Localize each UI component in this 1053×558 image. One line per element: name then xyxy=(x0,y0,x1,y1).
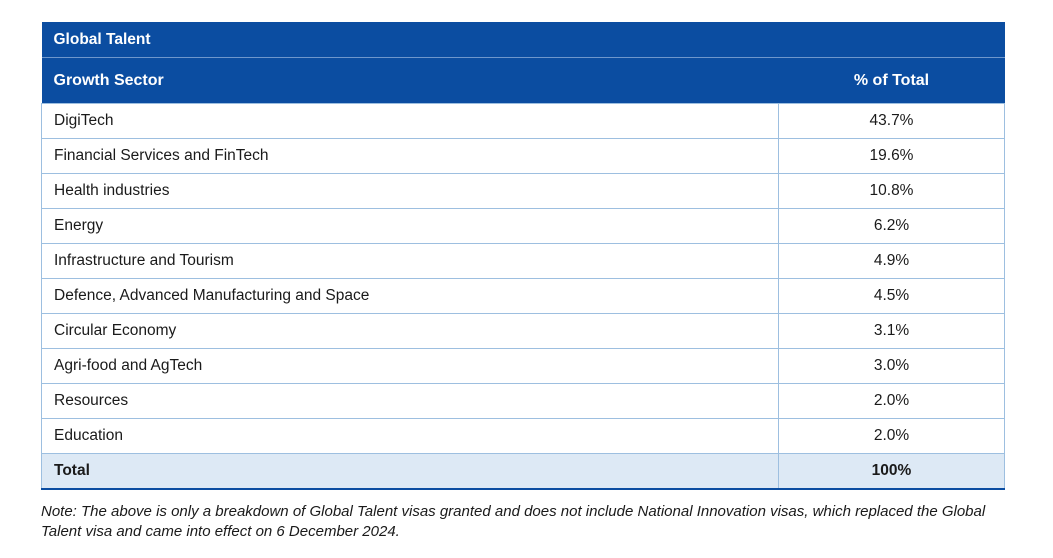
table-row: Education 2.0% xyxy=(41,418,1005,454)
table-cell: 43.7% xyxy=(778,103,1005,139)
table-cell: Energy xyxy=(41,208,779,244)
table: Global Talent Growth Sector % of Total D… xyxy=(41,22,1005,490)
note: Note: The above is only a breakdown of G… xyxy=(41,503,986,540)
table-cell: 10.8% xyxy=(778,173,1005,209)
table-cell: 4.5% xyxy=(778,278,1005,314)
table-cell: Health industries xyxy=(41,173,779,209)
table-cell: Resources xyxy=(41,383,779,419)
table-row: DigiTech 43.7% xyxy=(41,103,1005,139)
table-cell: 2.0% xyxy=(778,418,1005,454)
table-cell: Education xyxy=(41,418,779,454)
table-cell: 3.0% xyxy=(778,348,1005,384)
header-cell: % of Total xyxy=(778,57,1005,104)
header-cell: Growth Sector xyxy=(41,57,779,104)
table-row: Circular Economy 3.1% xyxy=(41,313,1005,349)
table-body: Global Talent Growth Sector % of Total D… xyxy=(41,22,1005,490)
table-title: Global Talent xyxy=(41,22,1005,58)
total-cell: 100% xyxy=(778,453,1005,490)
header-row: Growth Sector % of Total xyxy=(41,57,1005,104)
table-row: Defence, Advanced Manufacturing and Spac… xyxy=(41,278,1005,314)
table-cell: 4.9% xyxy=(778,243,1005,279)
table-row: Energy 6.2% xyxy=(41,208,1005,244)
table-cell: Defence, Advanced Manufacturing and Spac… xyxy=(41,278,779,314)
table-cell: 19.6% xyxy=(778,138,1005,174)
title-row: Global Talent xyxy=(41,22,1005,58)
table-cell: 3.1% xyxy=(778,313,1005,349)
table-cell: DigiTech xyxy=(41,103,779,139)
table-cell: Financial Services and FinTech xyxy=(41,138,779,174)
table-row: Infrastructure and Tourism 4.9% xyxy=(41,243,1005,279)
total-cell: Total xyxy=(41,453,779,490)
table-cell: Agri-food and AgTech xyxy=(41,348,779,384)
table-row: Financial Services and FinTech 19.6% xyxy=(41,138,1005,174)
table-row: Resources 2.0% xyxy=(41,383,1005,419)
table-cell: Circular Economy xyxy=(41,313,779,349)
total-row: Total 100% xyxy=(41,453,1005,490)
table-row: Health industries 10.8% xyxy=(41,173,1005,209)
table-cell: Infrastructure and Tourism xyxy=(41,243,779,279)
table-cell: 2.0% xyxy=(778,383,1005,419)
table-cell: 6.2% xyxy=(778,208,1005,244)
table-row: Agri-food and AgTech 3.0% xyxy=(41,348,1005,384)
table-wrap: Global Talent Growth Sector % of Total D… xyxy=(41,22,1005,490)
